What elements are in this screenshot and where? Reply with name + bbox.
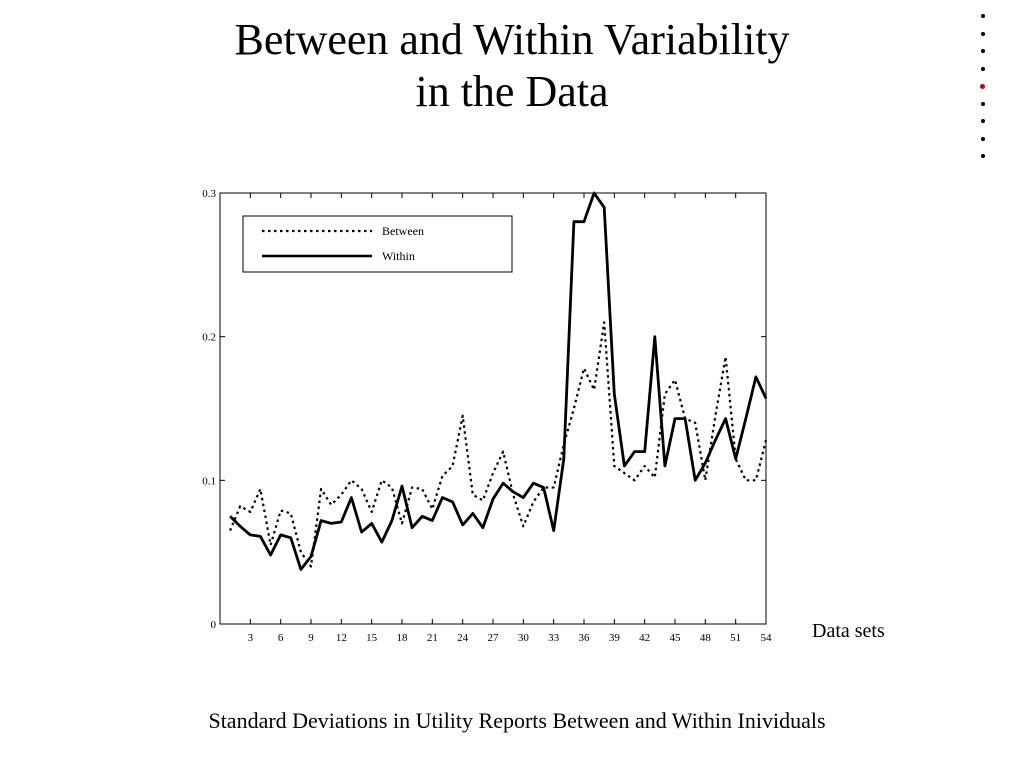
x-axis-ticks: 3 6 9 12 15 18 21 24 27 30 33 36 39 42 45 48 51 54 xyxy=(248,193,772,644)
x-tick-label: 42 xyxy=(639,632,650,644)
slide-navigation-dots xyxy=(978,8,990,168)
x-tick-label: 30 xyxy=(518,632,530,644)
y-tick-label: 0.3 xyxy=(202,188,216,200)
slide-nav-dot-current[interactable] xyxy=(980,84,985,89)
x-tick-label: 21 xyxy=(427,632,438,644)
series-line-within xyxy=(229,191,768,571)
x-tick-label: 51 xyxy=(730,632,741,644)
legend-label-within: Within xyxy=(382,249,415,263)
y-axis-ticks: 0 0.1 0.2 0.3 xyxy=(202,188,766,631)
x-tick-label: 6 xyxy=(278,632,284,644)
y-tick-label: 0 xyxy=(211,619,217,631)
y-tick-label: 0.1 xyxy=(202,475,216,487)
x-tick-label: 3 xyxy=(248,632,254,644)
slide-nav-dot[interactable] xyxy=(981,66,985,71)
x-tick-label: 27 xyxy=(488,632,500,644)
slide-nav-dot[interactable] xyxy=(981,136,985,141)
x-tick-label: 39 xyxy=(609,632,621,644)
figure-caption: Standard Deviations in Utility Reports B… xyxy=(208,708,826,733)
legend: Between Within xyxy=(242,215,513,273)
x-tick-label: 36 xyxy=(579,632,591,644)
slide-nav-dot[interactable] xyxy=(981,154,985,158)
x-tick-label: 15 xyxy=(366,632,378,644)
legend-label-between: Between xyxy=(382,224,424,238)
slide-nav-dot[interactable] xyxy=(981,31,985,36)
line-chart: 00.10.20.3 3 6 9 12 15 18 21 24 27 30 33 36 39 42 45 48… xyxy=(202,188,772,644)
series-layer xyxy=(229,191,768,571)
slide-title-line-2: in the Data xyxy=(415,67,609,116)
x-tick-label: 24 xyxy=(457,632,469,644)
x-axis-label: Data sets xyxy=(812,620,885,642)
x-tick-label: 54 xyxy=(761,632,773,644)
x-tick-label: 9 xyxy=(308,632,314,644)
legend-box xyxy=(242,215,513,273)
slide-nav-dot[interactable] xyxy=(981,119,985,123)
slide-nav-dot[interactable] xyxy=(981,49,985,53)
slide-title-line-1: Between and Within Variability xyxy=(234,15,790,64)
y-tick-label: 0.2 xyxy=(202,332,216,344)
x-tick-label: 33 xyxy=(548,632,560,644)
slide-nav-dot[interactable] xyxy=(981,14,985,18)
x-tick-label: 45 xyxy=(670,632,682,644)
x-tick-label: 48 xyxy=(700,632,712,644)
series-line-between xyxy=(229,321,768,568)
slide-title: Between and Within Variability in the Da… xyxy=(0,14,1024,118)
x-tick-label: 18 xyxy=(397,632,409,644)
slide-nav-dot[interactable] xyxy=(981,101,985,106)
x-tick-label: 12 xyxy=(336,632,347,644)
